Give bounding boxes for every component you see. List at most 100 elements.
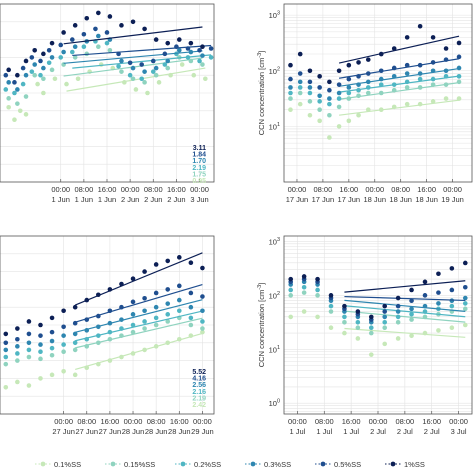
- data-point-1%SS: [119, 23, 124, 28]
- x-tick-label: 00:00: [369, 417, 388, 426]
- data-point-0.15%SS: [6, 96, 11, 101]
- data-point-0.15%SS: [153, 322, 159, 328]
- data-point-1%SS: [297, 51, 303, 57]
- data-point-0.3%SS: [142, 308, 147, 314]
- data-point-0.15%SS: [15, 358, 20, 363]
- data-point-1%SS: [165, 258, 171, 264]
- data-point-1%SS: [382, 303, 388, 309]
- data-point-0.5%SS: [436, 290, 441, 295]
- data-point-0.5%SS: [165, 287, 171, 292]
- data-point-0.2%SS: [72, 340, 78, 346]
- data-point-0.15%SS: [368, 330, 374, 336]
- trend-line-0.15%SS: [75, 317, 203, 349]
- legend-label: 0.3%SS: [264, 460, 291, 469]
- data-point-0.2%SS: [69, 49, 75, 55]
- data-point-1%SS: [3, 331, 9, 337]
- trend-line-0.2%SS: [344, 305, 466, 318]
- data-point-1%SS: [107, 14, 113, 19]
- data-point-0.3%SS: [32, 62, 38, 67]
- legend-marker: [250, 461, 256, 467]
- x-tick-date: 2 Jun: [167, 195, 185, 204]
- data-point-0.15%SS: [142, 326, 147, 331]
- data-point-0.2%SS: [15, 351, 20, 356]
- data-point-1%SS: [368, 314, 374, 320]
- x-tick-label: 16:00: [170, 417, 189, 426]
- data-point-1%SS: [422, 279, 428, 285]
- x-tick-label: 00:00: [365, 185, 384, 194]
- x-tick-date: 27 Jun: [99, 427, 122, 436]
- panel-frame: [283, 3, 473, 183]
- data-point-0.1%SS: [317, 118, 322, 124]
- data-point-0.5%SS: [130, 299, 136, 305]
- rate-annotation: 2.16: [192, 389, 206, 396]
- trend-line-0.1%SS: [66, 67, 206, 92]
- x-tick-label: 08:00: [147, 417, 166, 426]
- data-point-1%SS: [72, 23, 78, 28]
- data-point-0.2%SS: [328, 303, 334, 309]
- data-point-0.1%SS: [6, 104, 11, 110]
- data-point-1%SS: [188, 260, 194, 266]
- trend-line-0.5%SS: [339, 58, 460, 79]
- data-point-0.5%SS: [307, 79, 313, 85]
- data-point-0.1%SS: [35, 81, 40, 87]
- data-point-0.2%SS: [188, 315, 194, 321]
- data-point-0.15%SS: [23, 94, 29, 99]
- data-point-0.2%SS: [29, 69, 35, 74]
- data-point-0.1%SS: [12, 117, 17, 122]
- data-point-0.3%SS: [38, 342, 43, 347]
- data-point-0.15%SS: [3, 361, 9, 367]
- data-point-0.3%SS: [6, 80, 11, 85]
- x-tick-date: 27 Jun: [75, 427, 98, 436]
- data-point-0.1%SS: [52, 76, 58, 82]
- data-point-0.1%SS: [191, 72, 197, 78]
- data-point-1%SS: [41, 51, 46, 57]
- data-point-0.1%SS: [288, 107, 293, 112]
- x-tick-date: 1 Jul: [290, 427, 306, 436]
- data-point-0.15%SS: [342, 320, 347, 325]
- data-point-0.1%SS: [368, 352, 374, 357]
- data-point-0.2%SS: [176, 308, 182, 314]
- data-point-0.2%SS: [162, 62, 168, 67]
- data-point-0.5%SS: [422, 293, 428, 298]
- x-tick-label: 00:00: [443, 185, 462, 194]
- data-point-1%SS: [49, 315, 55, 321]
- data-point-0.1%SS: [38, 376, 43, 381]
- data-point-0.3%SS: [142, 69, 147, 74]
- data-point-0.1%SS: [23, 112, 29, 117]
- data-point-0.3%SS: [346, 85, 352, 90]
- y-axis-label: CCN concentration [cm-3]: [257, 283, 266, 368]
- x-tick-date: 3 Jun: [190, 195, 208, 204]
- data-point-0.2%SS: [409, 311, 414, 317]
- x-tick-label: 16:00: [339, 185, 358, 194]
- data-point-0.15%SS: [328, 309, 334, 314]
- legend-marker: [390, 461, 396, 467]
- data-point-0.2%SS: [368, 325, 374, 330]
- data-point-0.15%SS: [288, 96, 293, 101]
- data-point-0.15%SS: [456, 79, 462, 85]
- data-point-0.15%SS: [72, 347, 78, 353]
- data-point-1%SS: [301, 274, 307, 279]
- x-tick-date: 2 Jun: [121, 195, 139, 204]
- data-point-0.5%SS: [15, 336, 20, 342]
- data-point-1%SS: [200, 44, 205, 50]
- data-point-0.1%SS: [203, 76, 208, 82]
- rate-annotation: 3.11: [193, 145, 206, 152]
- rate-annotation: 1.75: [192, 171, 206, 178]
- data-point-1%SS: [317, 74, 322, 79]
- data-point-0.3%SS: [176, 47, 182, 53]
- data-point-1%SS: [165, 40, 171, 46]
- x-tick-date: 1 Jun: [98, 195, 116, 204]
- data-point-0.1%SS: [179, 62, 185, 67]
- data-point-0.3%SS: [409, 306, 414, 312]
- data-point-0.15%SS: [130, 329, 136, 335]
- legend: 0.1%SS 0.15%SS 0.2%SS 0.3%SS 0.5%SS 1%SS: [35, 460, 425, 469]
- data-point-0.15%SS: [119, 69, 124, 74]
- data-point-0.1%SS: [98, 62, 104, 67]
- data-point-0.2%SS: [288, 287, 294, 293]
- data-point-0.1%SS: [41, 90, 46, 96]
- data-point-0.1%SS: [456, 96, 462, 101]
- data-point-0.1%SS: [327, 135, 332, 140]
- data-point-0.3%SS: [15, 344, 20, 349]
